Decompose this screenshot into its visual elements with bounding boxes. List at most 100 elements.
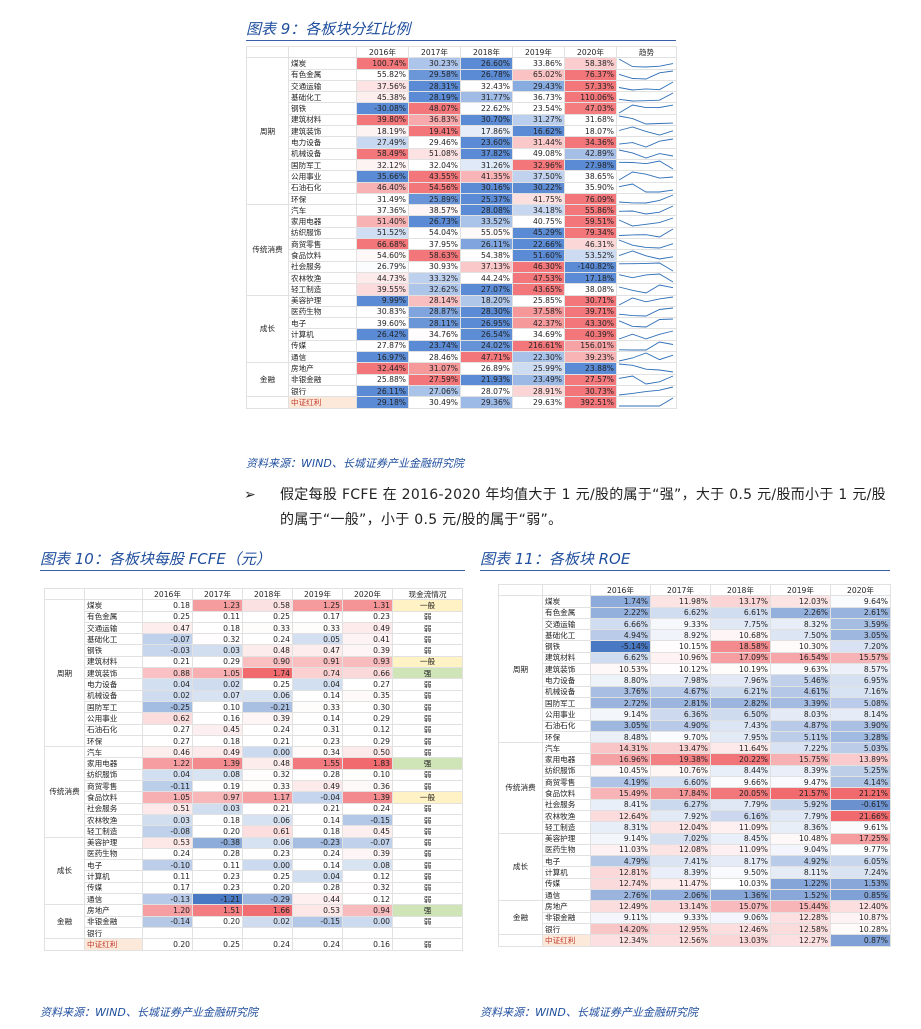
- value-cell: 8.36%: [770, 821, 831, 834]
- table-row: 计算机 12.81% 8.39% 9.50% 8.11% 7.24%: [499, 866, 891, 879]
- value-cell: 43.30%: [564, 317, 617, 330]
- value-cell: -0.07: [342, 836, 393, 849]
- value-cell: 0.94: [342, 904, 393, 917]
- table-row: 成长 美容护理 9.99% 28.14% 18.20% 25.85% 30.71%: [246, 294, 677, 364]
- value-cell: 17.86%: [460, 125, 513, 138]
- value-cell: 42.89%: [564, 147, 617, 160]
- value-cell: 8.45%: [710, 832, 771, 845]
- value-cell: 22.62%: [460, 102, 513, 115]
- value-cell: 1.39: [192, 757, 243, 770]
- table-row: 公用事业 9.14% 6.36% 6.50% 8.03% 8.14%: [499, 708, 891, 721]
- sparkline-svg: [618, 160, 674, 170]
- sector-group-label: 金融: [44, 904, 85, 940]
- value-cell: 0.18: [292, 825, 343, 838]
- sparkline-svg: [618, 194, 674, 204]
- value-cell: 26.95%: [460, 317, 513, 330]
- industry-name: 机械设备: [288, 147, 357, 160]
- value-cell: 28.87%: [408, 305, 461, 319]
- value-cell: 0.04: [292, 678, 343, 691]
- value-cell: 0.05: [292, 633, 343, 646]
- table-row: 传统消费 汽车 0.46 0.49 0.00 0.34 0.50 弱: [44, 746, 463, 838]
- industry-name: 建筑材料: [84, 655, 143, 669]
- value-cell: 0.14: [292, 859, 343, 872]
- value-cell: 57.33%: [564, 79, 617, 93]
- total-value-cell: 29.18%: [356, 396, 409, 409]
- value-cell: 0.53: [292, 904, 343, 917]
- value-cell: 6.62%: [590, 651, 651, 665]
- value-cell: 0.21: [242, 802, 293, 815]
- total-value-cell: 29.36%: [460, 396, 513, 409]
- table-row: 有色金属 0.25 0.11 0.25 0.17 0.23 弱: [45, 610, 463, 623]
- value-cell: 12.81%: [590, 866, 651, 879]
- value-cell: 26.60%: [460, 57, 513, 70]
- value-cell: 16.54%: [770, 651, 831, 665]
- industry-name: 电子: [542, 855, 591, 868]
- industry-name: 基础化工: [542, 629, 591, 642]
- value-cell: 30.22%: [512, 181, 565, 194]
- value-cell: 0.61: [242, 825, 293, 838]
- value-cell: 30.16%: [460, 181, 513, 194]
- value-cell: 2.26%: [770, 606, 831, 619]
- table-row: 轻工制造 -0.08 0.20 0.61 0.18 0.45 弱: [45, 825, 463, 838]
- value-cell: 31.07%: [408, 362, 461, 375]
- total-name: 中证红利: [288, 396, 357, 409]
- value-cell: 3.05%: [590, 719, 651, 732]
- cashflow-status: 弱: [392, 847, 463, 861]
- value-cell: 28.30%: [460, 305, 513, 319]
- header-blank: [542, 583, 591, 597]
- value-cell: 16.62%: [512, 125, 565, 138]
- value-cell: 10.12%: [650, 663, 711, 676]
- industry-name: 建筑材料: [542, 651, 591, 665]
- sparkline-line: [618, 330, 674, 339]
- value-cell: 0.48: [242, 757, 293, 770]
- industry-name: 公用事业: [542, 708, 591, 721]
- column-header: 2016年: [356, 45, 409, 59]
- value-cell: 2.22%: [590, 606, 651, 619]
- value-cell: 0.06: [242, 689, 293, 702]
- industry-name: 煤炭: [84, 599, 143, 612]
- trend-sparkline: [616, 238, 677, 251]
- value-cell: 0.44: [292, 893, 343, 906]
- total-blank: [246, 396, 289, 409]
- value-cell: 0.23: [192, 881, 243, 895]
- value-cell: 10.87%: [830, 911, 891, 924]
- value-cell: 15.07%: [710, 900, 771, 913]
- sector-group-label: 成长: [246, 294, 289, 364]
- industry-name: 基础化工: [84, 633, 143, 646]
- header-blank: [498, 583, 543, 597]
- cashflow-status: 弱: [392, 610, 463, 623]
- industry-name: 公用事业: [84, 712, 143, 725]
- value-cell: 59.51%: [564, 215, 617, 228]
- value-cell: 30.70%: [460, 113, 513, 127]
- total-value-cell: 13.03%: [710, 934, 771, 947]
- sparkline-svg: [618, 228, 674, 238]
- table-row: 农林牧渔 44.73% 33.32% 44.24% 47.53% 17.18%: [247, 271, 677, 285]
- sector-group-label: 传统消费: [246, 204, 289, 296]
- sparkline-line: [618, 92, 674, 102]
- value-cell: 0.33: [292, 621, 343, 635]
- sector-group-label: 周期: [246, 57, 289, 206]
- value-cell: 0.28: [292, 768, 343, 782]
- sparkline-line: [618, 104, 674, 114]
- value-cell: 2.72%: [590, 696, 651, 710]
- table-row: 电力设备 0.04 0.02 0.25 0.04 0.27 弱: [45, 678, 463, 691]
- column-header: 2020年: [830, 583, 891, 597]
- value-cell: 39.23%: [564, 351, 617, 364]
- value-cell: 0.23: [292, 734, 343, 748]
- value-cell: 0.33: [242, 621, 293, 635]
- total-value-cell: 0.24: [242, 938, 293, 951]
- value-cell: 12.40%: [830, 900, 891, 913]
- value-cell: 37.13%: [460, 260, 513, 273]
- value-cell: -0.61%: [830, 798, 891, 811]
- value-cell: 17.84%: [650, 787, 711, 800]
- fig11-title-rule: [480, 570, 890, 571]
- value-cell: 29.58%: [408, 68, 461, 81]
- industry-name: 房地产: [84, 904, 143, 917]
- value-cell: 46.40%: [356, 181, 409, 194]
- industry-name: 机械设备: [542, 685, 591, 698]
- trend-sparkline: [616, 170, 677, 183]
- value-cell: 39.60%: [356, 317, 409, 330]
- value-cell: 28.19%: [408, 91, 461, 104]
- value-cell: 8.44%: [710, 764, 771, 778]
- total-value-cell: 30.49%: [408, 396, 461, 409]
